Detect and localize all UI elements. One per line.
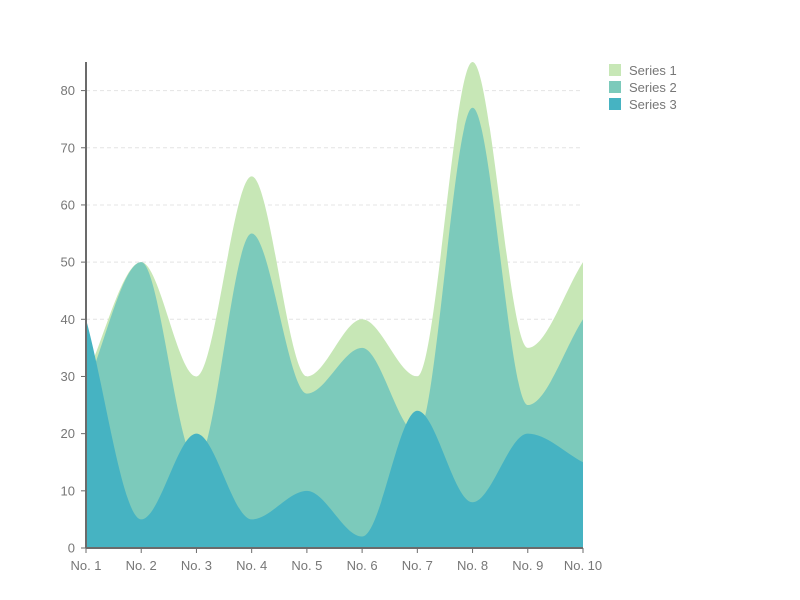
y-tick-label: 70 <box>61 140 75 155</box>
y-tick-label: 10 <box>61 483 75 498</box>
legend: Series 1 Series 2 Series 3 <box>609 63 677 112</box>
series-areas <box>86 62 583 549</box>
x-tick-label: No. 1 <box>70 558 101 573</box>
y-tick-label: 30 <box>61 369 75 384</box>
y-tick-label: 50 <box>61 255 75 270</box>
legend-swatch <box>609 81 621 93</box>
y-tick-label: 0 <box>68 541 75 556</box>
axes: 0 10 20 30 40 50 60 70 80 No. 1 No. 2 No. 3 No. 4 No.… <box>61 62 602 573</box>
legend-swatch <box>609 98 621 110</box>
legend-swatch <box>609 64 621 76</box>
legend-label: Series 1 <box>629 63 677 78</box>
x-tick-label: No. 8 <box>457 558 488 573</box>
y-tick-label: 40 <box>61 312 75 327</box>
y-tick-label: 20 <box>61 426 75 441</box>
y-tick-label: 60 <box>61 197 75 212</box>
x-tick-label: No. 6 <box>347 558 378 573</box>
x-tick-label: No. 7 <box>402 558 433 573</box>
x-tick-label: No. 2 <box>126 558 157 573</box>
legend-label: Series 2 <box>629 80 677 95</box>
x-tick-label: No. 4 <box>236 558 267 573</box>
x-tick-label: No. 10 <box>564 558 602 573</box>
legend-item-series-1[interactable]: Series 1 <box>609 63 677 78</box>
x-tick-label: No. 9 <box>512 558 543 573</box>
legend-label: Series 3 <box>629 97 677 112</box>
x-tick-label: No. 5 <box>291 558 322 573</box>
series-2-area <box>86 107 583 549</box>
x-tick-label: No. 3 <box>181 558 212 573</box>
y-tick-label: 80 <box>61 83 75 98</box>
legend-item-series-2[interactable]: Series 2 <box>609 80 677 95</box>
series-3-area <box>86 319 583 548</box>
legend-item-series-3[interactable]: Series 3 <box>609 97 677 112</box>
